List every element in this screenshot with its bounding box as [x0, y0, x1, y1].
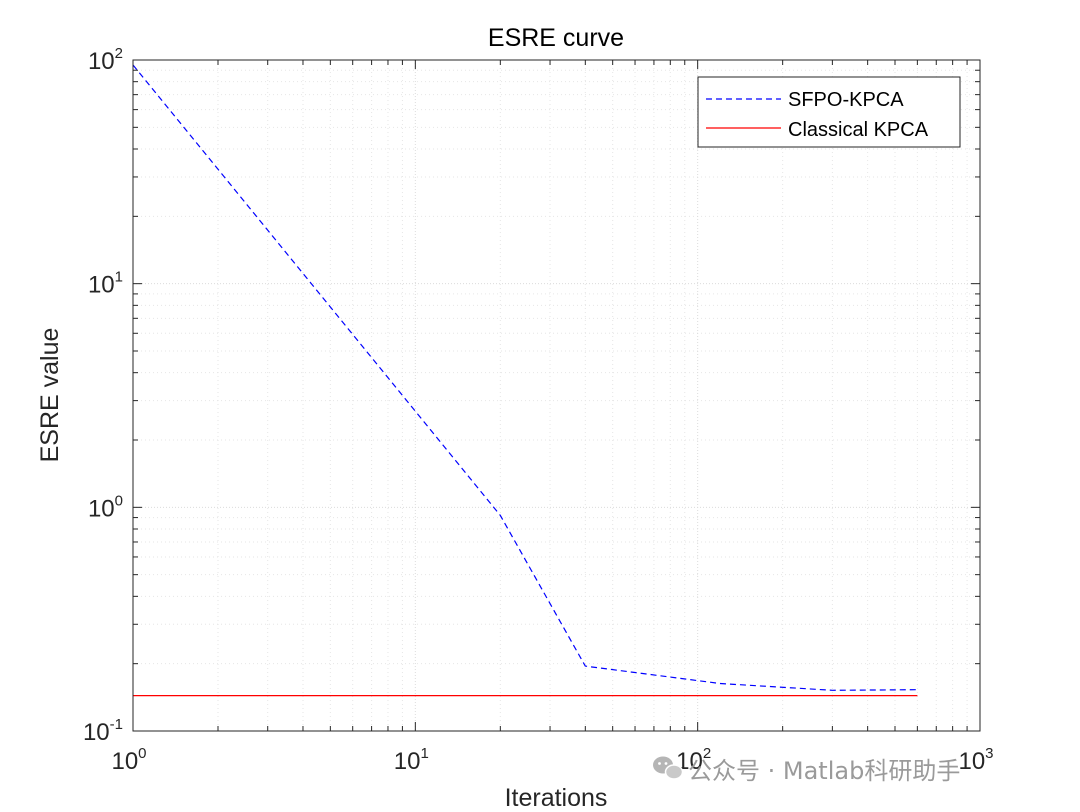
legend-label-sfpo-kpca: SFPO-KPCA: [788, 89, 904, 111]
plot-area-background: [133, 60, 980, 731]
y-tick-label: 100: [88, 492, 123, 522]
y-tick-label: 101: [88, 269, 123, 299]
axes-box: [132, 59, 981, 732]
x-tick-label: 100: [111, 745, 146, 775]
chart-title: ESRE curve: [488, 24, 624, 52]
x-axis-label: Iterations: [505, 784, 608, 812]
legend-label-classical-kpca: Classical KPCA: [788, 119, 929, 141]
watermark-text: 公众号 · Matlab科研助手: [688, 757, 960, 785]
series-line-sfpo-kpca: [132, 64, 918, 691]
series-layer: [132, 64, 918, 697]
y-axis-label: ESRE value: [36, 328, 64, 463]
legend-box: [697, 76, 961, 148]
wechat-icon: [653, 756, 684, 780]
legend: SFPO-KPCA Classical KPCA: [697, 76, 961, 148]
x-tick-label: 101: [394, 745, 429, 775]
watermark: 公众号 · Matlab科研助手: [653, 756, 960, 785]
y-tick-label: 10-1: [83, 716, 123, 746]
y-tick-label: 102: [88, 45, 123, 75]
x-tick-label: 103: [958, 745, 993, 775]
tick-marks: [132, 59, 981, 732]
